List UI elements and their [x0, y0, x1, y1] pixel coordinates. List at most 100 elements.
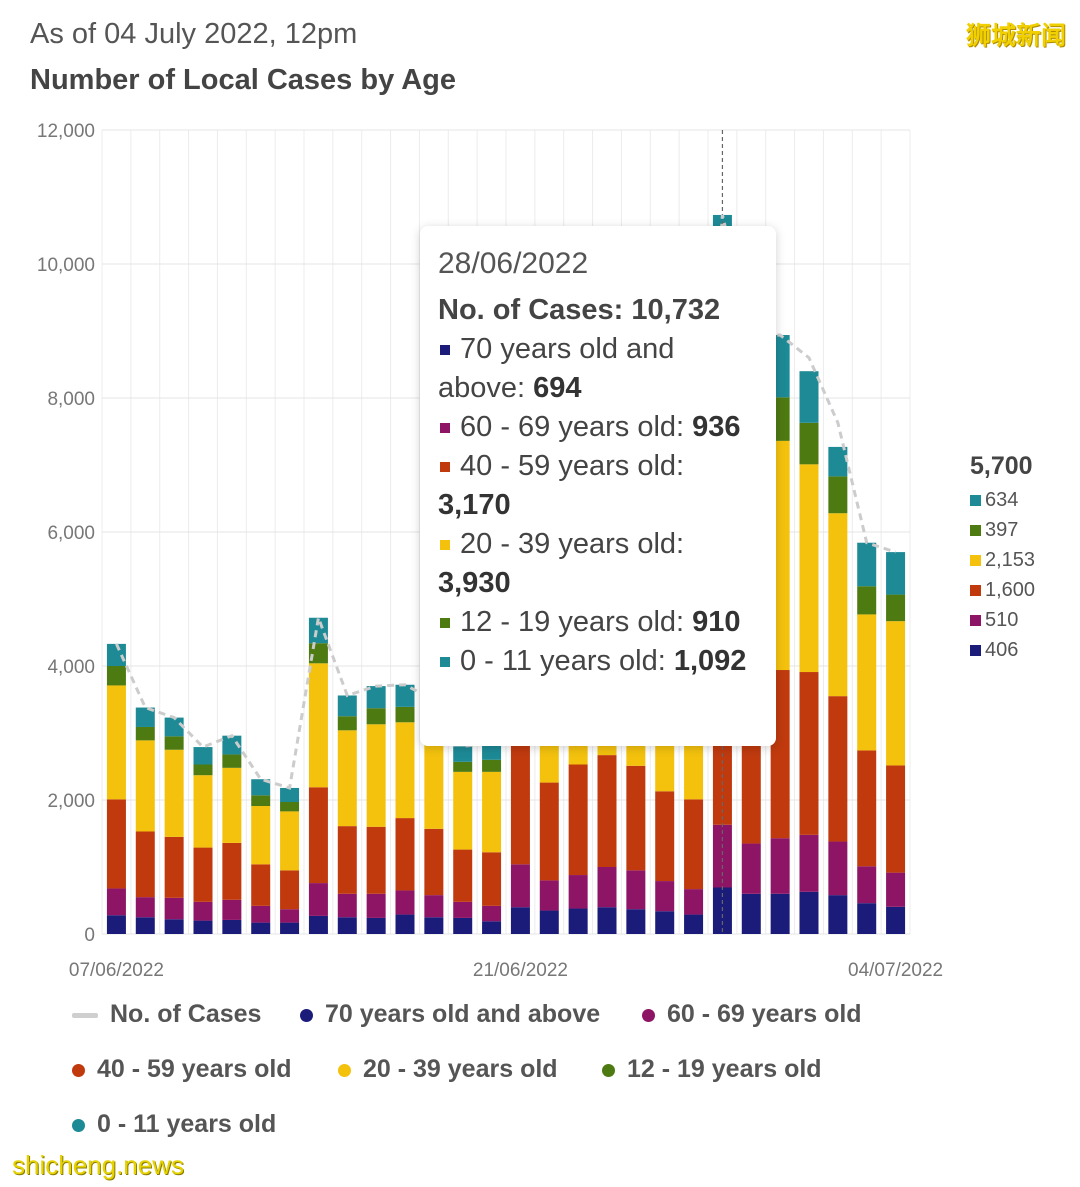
dot-swatch-icon — [338, 1063, 351, 1077]
bar-segment — [424, 895, 444, 918]
bar-segment — [453, 917, 473, 934]
bar-segment — [135, 831, 155, 898]
legend-item-total[interactable]: No. of Cases — [72, 1000, 261, 1029]
bar-segment — [510, 864, 530, 908]
bar-segment — [886, 621, 906, 766]
bar-segment — [597, 867, 617, 908]
legend-item-0-11[interactable]: 0 - 11 years old — [72, 1110, 276, 1139]
bar-segment — [799, 834, 819, 892]
bar-segment — [539, 880, 559, 911]
y-tick-label: 8,000 — [47, 389, 95, 410]
bar-segment — [135, 707, 155, 727]
bar-segment — [828, 841, 848, 896]
bar-segment — [106, 888, 126, 916]
bar-segment — [857, 614, 877, 751]
bar-segment — [222, 735, 242, 755]
bar-segment — [655, 911, 675, 934]
bar-segment — [337, 917, 357, 934]
bar-segment — [655, 791, 675, 882]
legend-label: 60 - 69 years old — [667, 1000, 862, 1028]
bar-segment — [568, 908, 588, 934]
bar-segment — [366, 686, 386, 709]
tooltip-row-value: 3,170 — [438, 489, 511, 521]
bar-segment — [597, 755, 617, 867]
series-swatch-icon — [970, 615, 981, 627]
bar-segment — [828, 476, 848, 514]
brand-logo-text: 狮城新闻 — [965, 22, 1066, 50]
legend-label: 20 - 39 years old — [363, 1055, 558, 1083]
bar-segment — [135, 897, 155, 918]
bar-segment — [886, 872, 906, 907]
bar-segment — [395, 706, 415, 723]
y-tick-label: 2,000 — [47, 791, 95, 812]
bar-segment — [453, 746, 473, 762]
bar-segment — [395, 914, 415, 934]
tooltip-row-70plus: 70 years old and above: 694 — [438, 330, 760, 408]
bar-segment — [193, 775, 213, 848]
bar-segment — [222, 754, 242, 768]
tooltip-row-0-11: 0 - 11 years old: 1,092 — [438, 642, 760, 681]
bar-segment — [626, 909, 646, 934]
bar-segment — [337, 730, 357, 827]
bar-segment — [222, 919, 242, 934]
legend-item-60-69[interactable]: 60 - 69 years old — [642, 1000, 862, 1029]
series-swatch-icon — [970, 645, 981, 657]
bar-segment — [828, 513, 848, 697]
bar-segment — [222, 842, 242, 900]
bar-segment — [135, 726, 155, 741]
bar-segment — [482, 743, 502, 760]
tooltip-row-label: 60 - 69 years old: — [460, 411, 685, 443]
bar-segment — [308, 663, 328, 788]
tooltip-total-label: No. of Cases: — [438, 294, 624, 326]
bar-segment — [395, 890, 415, 915]
y-tick-label: 4,000 — [47, 657, 95, 678]
summary-value: 1,600 — [985, 579, 1036, 601]
bar-segment — [280, 870, 300, 910]
summary-row: 406 — [970, 635, 1035, 665]
tooltip-row-value: 936 — [692, 411, 741, 443]
bar-segment — [568, 764, 588, 876]
dot-swatch-icon — [72, 1118, 85, 1132]
tooltip-row-20-39: 20 - 39 years old: 3,930 — [438, 525, 760, 603]
bar-segment — [308, 787, 328, 884]
bar-segment — [251, 864, 271, 906]
bar-segment — [106, 685, 126, 800]
x-tick-label: 07/06/2022 — [69, 960, 164, 981]
legend-item-20-39[interactable]: 20 - 39 years old — [338, 1055, 558, 1084]
tooltip-row-label: 0 - 11 years old: — [460, 645, 666, 677]
legend-label: 0 - 11 years old — [97, 1110, 277, 1138]
legend-item-70plus[interactable]: 70 years old and above — [300, 1000, 600, 1029]
bar-segment — [337, 695, 357, 717]
summary-value: 397 — [985, 519, 1019, 541]
bar-segment — [280, 802, 300, 812]
bar-segment — [106, 915, 126, 934]
tooltip-row-12-19: 12 - 19 years old: 910 — [438, 603, 760, 642]
legend-item-12-19[interactable]: 12 - 19 years old — [602, 1055, 822, 1084]
bar-segment — [857, 586, 877, 615]
bar-segment — [366, 708, 386, 725]
series-swatch-icon — [970, 555, 981, 567]
legend-item-40-59[interactable]: 40 - 59 years old — [72, 1055, 292, 1084]
summary-value: 510 — [985, 609, 1019, 631]
series-swatch-icon — [440, 423, 450, 434]
bar-segment — [280, 922, 300, 934]
bar-segment — [453, 761, 473, 772]
bar-segment — [366, 826, 386, 894]
bar-segment — [193, 747, 213, 765]
bar-segment — [135, 917, 155, 934]
bar-segment — [482, 921, 502, 934]
bar-segment — [222, 767, 242, 843]
bar-segment — [482, 852, 502, 906]
bar-segment — [799, 891, 819, 934]
tooltip-date: 28/06/2022 — [438, 247, 589, 280]
series-swatch-icon — [970, 585, 981, 597]
bar-segment — [395, 684, 415, 707]
series-swatch-icon — [440, 345, 450, 356]
bar-segment — [280, 787, 300, 803]
bar-segment — [106, 643, 126, 666]
bar-segment — [510, 907, 530, 934]
bar-segment — [799, 464, 819, 673]
y-tick-label: 6,000 — [47, 523, 95, 544]
bar-segment — [366, 724, 386, 827]
bar-segment — [886, 552, 906, 595]
